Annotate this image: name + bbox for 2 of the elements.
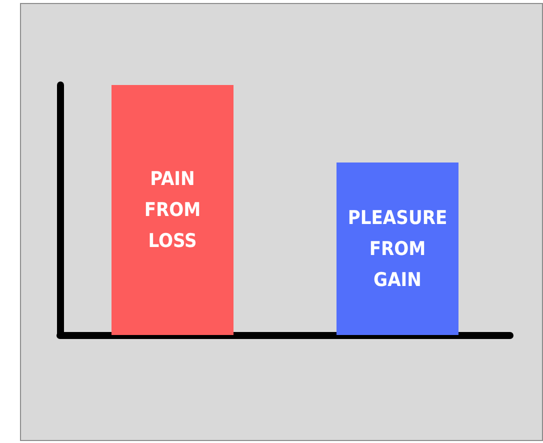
x-tick-label: PLEASURE FROM GAIN <box>348 206 448 291</box>
x-tick-label: PAIN FROM LOSS <box>144 168 201 252</box>
